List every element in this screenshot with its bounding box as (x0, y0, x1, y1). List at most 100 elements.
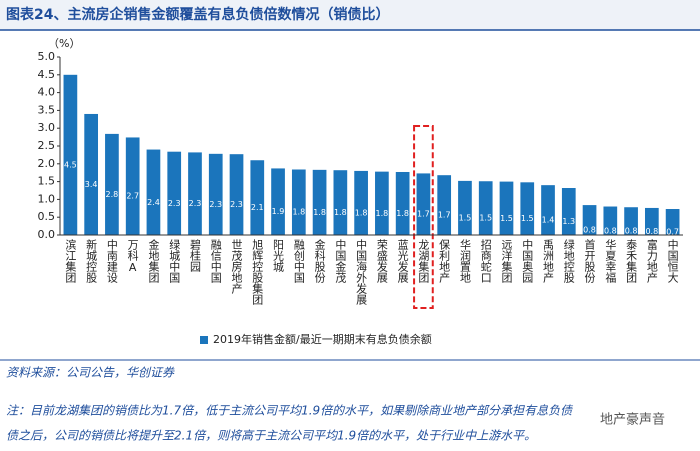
bar (291, 169, 306, 235)
value-label: 1.7 (417, 210, 430, 219)
legend-label: 2019年销售金额/最近一期期末有息负债余额 (213, 332, 432, 346)
y-tick-label: 1.5 (38, 175, 56, 188)
bar (63, 74, 78, 235)
bar (416, 173, 431, 235)
note-line: 债之后，公司的销债比将提升至2.1倍，则将高于主流公司平均1.9倍的水平，处于行… (6, 429, 536, 443)
value-label: 1.8 (313, 208, 326, 217)
value-label: 1.8 (396, 209, 409, 218)
x-tick-label: 金地集团 (147, 238, 160, 284)
x-tick-label: 富力地产 (645, 238, 658, 284)
y-tick-label: 0.0 (38, 228, 56, 241)
x-tick-label: 旭辉控股集团 (251, 238, 264, 306)
x-tick-label: 保利地产 (438, 238, 451, 284)
bar (125, 137, 140, 235)
bar (499, 181, 514, 235)
bar (333, 170, 348, 235)
y-tick-label: 3.5 (38, 103, 56, 116)
y-tick-label: 4.0 (38, 86, 56, 99)
bar (520, 182, 535, 235)
value-label: 1.4 (542, 216, 555, 225)
bar (395, 171, 410, 235)
bar (354, 170, 368, 235)
value-label: 3.4 (85, 180, 98, 189)
x-tick-label: 新城控股 (85, 238, 98, 284)
bar (167, 151, 182, 235)
value-label: 1.5 (500, 214, 513, 223)
x-tick-label: 绿城中国 (168, 238, 181, 284)
value-label: 2.3 (189, 199, 202, 208)
value-label: 0.7 (666, 228, 679, 237)
value-label: 1.5 (479, 214, 492, 223)
x-tick-label: 荣盛发展 (375, 239, 388, 284)
x-tick-label: 绿地控股 (562, 238, 575, 284)
y-tick-label: 2.0 (38, 157, 56, 170)
x-tick-label: 中南建设 (105, 239, 118, 284)
y-tick-label: 2.5 (38, 139, 56, 152)
x-tick-label: 远洋集团 (500, 239, 513, 284)
bar (271, 168, 285, 235)
x-tick-label: 泰禾集团 (625, 238, 638, 284)
x-tick-label: 中国恒大 (666, 239, 679, 283)
value-label: 2.4 (147, 198, 160, 207)
bar (665, 209, 680, 235)
source: 资料来源：公司公告，华创证券 (6, 366, 175, 380)
x-tick-label: 万科A (126, 239, 139, 274)
value-label: 2.7 (126, 192, 139, 201)
value-label: 4.5 (64, 160, 77, 169)
y-tick-label: 3.0 (38, 121, 56, 134)
value-label: 2.3 (209, 200, 222, 209)
x-tick-label: 中国奥园 (521, 239, 534, 284)
bar (582, 205, 597, 235)
value-label: 0.8 (645, 227, 658, 236)
title-band (0, 0, 700, 30)
bar (375, 171, 389, 235)
value-label: 1.8 (376, 209, 389, 218)
bar (105, 133, 119, 235)
x-tick-label: 阳光城 (272, 239, 285, 272)
x-tick-label: 滨江集团 (64, 238, 77, 284)
bar (458, 180, 472, 235)
value-label: 0.8 (604, 226, 617, 235)
note-line: 注：目前龙湖集团的销债比为1.7倍，低于主流公司平均1.9倍的水平，如果剔除商业… (6, 404, 574, 418)
x-tick-label: 禹洲地产 (542, 239, 555, 284)
value-label: 2.1 (251, 203, 264, 212)
value-label: 1.9 (272, 207, 285, 216)
bar (437, 175, 452, 235)
x-tick-label: 融创中国 (292, 239, 305, 284)
y-tick-label: 5.0 (38, 50, 56, 63)
x-tick-label: 华润置地 (458, 238, 471, 283)
x-tick-label: 碧桂园 (188, 239, 201, 273)
x-tick-label: 招商蛇口 (479, 238, 492, 283)
bar (188, 152, 202, 235)
value-label: 2.8 (106, 190, 119, 199)
legend-swatch (200, 336, 208, 344)
x-tick-label: 龙湖集团 (417, 239, 430, 284)
watermark: 地产豪声音 (600, 412, 665, 428)
chart-title: 图表24、主流房企销售金额覆盖有息负债倍数情况（销债比） (6, 6, 389, 23)
value-label: 0.8 (583, 226, 596, 235)
x-tick-label: 中国海外发展 (355, 239, 368, 306)
x-tick-label: 蓝光发展 (396, 239, 409, 284)
y-tick-label: 1.0 (38, 192, 56, 205)
bar (541, 185, 555, 235)
value-label: 1.8 (355, 208, 368, 217)
bar (561, 188, 576, 235)
value-label: 2.3 (230, 200, 243, 209)
highlight-box (413, 125, 434, 309)
bar (603, 206, 618, 235)
y-tick-label: 4.5 (38, 68, 56, 81)
x-tick-label: 金科股份 (313, 238, 326, 284)
value-label: 1.3 (562, 217, 575, 226)
bar (478, 181, 493, 235)
y-axis-unit: （%） (48, 37, 80, 50)
y-tick-label: 0.5 (38, 210, 56, 223)
value-label: 1.8 (334, 208, 347, 217)
value-label: 1.5 (521, 214, 534, 223)
value-label: 1.8 (292, 208, 305, 217)
value-label: 1.7 (438, 211, 451, 220)
value-label: 2.3 (168, 199, 181, 208)
value-label: 1.5 (459, 213, 472, 222)
x-tick-label: 首开股份 (583, 238, 596, 284)
value-label: 0.8 (625, 227, 638, 236)
